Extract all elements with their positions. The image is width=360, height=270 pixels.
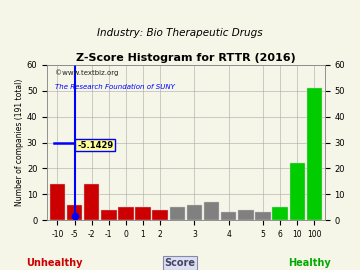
Bar — [153, 210, 168, 220]
Bar — [84, 184, 99, 220]
Bar — [221, 212, 237, 220]
Text: Unhealthy: Unhealthy — [26, 258, 82, 268]
Bar — [101, 210, 117, 220]
Bar — [50, 184, 65, 220]
Bar — [289, 163, 305, 220]
Text: ©www.textbiz.org: ©www.textbiz.org — [55, 70, 119, 76]
Bar — [204, 202, 219, 220]
Bar — [170, 207, 185, 220]
Text: Healthy: Healthy — [288, 258, 331, 268]
Y-axis label: Number of companies (191 total): Number of companies (191 total) — [15, 79, 24, 206]
Bar — [307, 88, 322, 220]
Bar — [273, 207, 288, 220]
Bar — [255, 212, 271, 220]
Bar — [187, 205, 202, 220]
Text: -5.1429: -5.1429 — [77, 141, 113, 150]
Bar — [238, 210, 253, 220]
Bar — [118, 207, 134, 220]
Bar — [135, 207, 151, 220]
Text: Industry: Bio Therapeutic Drugs: Industry: Bio Therapeutic Drugs — [97, 28, 263, 38]
Text: The Research Foundation of SUNY: The Research Foundation of SUNY — [55, 84, 175, 90]
Bar — [67, 205, 82, 220]
Title: Z-Score Histogram for RTTR (2016): Z-Score Histogram for RTTR (2016) — [76, 53, 296, 63]
Text: Score: Score — [165, 258, 195, 268]
